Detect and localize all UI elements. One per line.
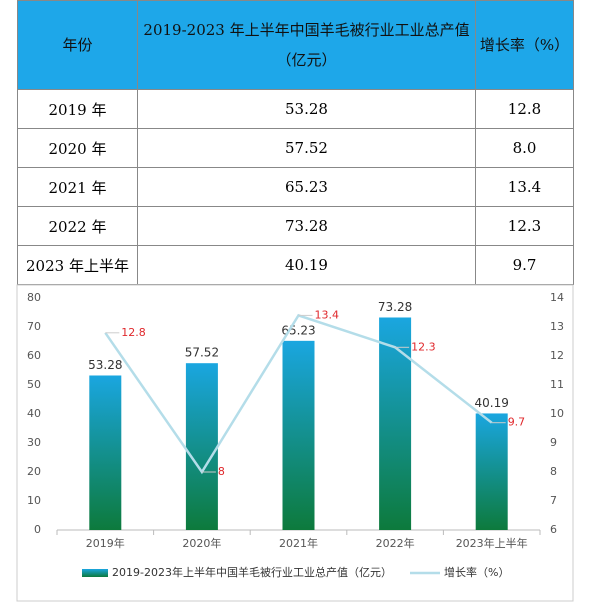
y2-tick-label: 13: [550, 320, 564, 333]
table-cell: 2020 年: [17, 128, 138, 168]
table-cell: 8.0: [475, 128, 574, 168]
bar: [379, 317, 412, 530]
line-value-label: 12.3: [411, 340, 436, 353]
x-tick-label: 2020年: [182, 536, 221, 550]
bar-value-label: 53.28: [88, 358, 122, 372]
y2-tick-label: 9: [550, 436, 557, 449]
table-cell: 13.4: [475, 167, 574, 207]
header-cell: 年份: [17, 0, 138, 90]
table-cell: 65.23: [137, 167, 476, 207]
bar: [89, 375, 122, 530]
table-cell: 57.52: [137, 128, 476, 168]
bar: [185, 363, 218, 530]
x-tick-label: 2021年: [279, 536, 318, 550]
bar-value-label: 57.52: [185, 346, 219, 360]
y2-tick-label: 12: [550, 349, 564, 362]
table-row: 2022 年 73.28 12.3: [17, 206, 574, 246]
header-cell: 增长率（%）: [475, 0, 574, 90]
legend-swatch: [82, 569, 108, 577]
table-row: 2019 年 53.28 12.8: [17, 89, 574, 129]
table-cell: 2021 年: [17, 167, 138, 207]
header-text: 2019-2023 年上半年中国羊毛被行业工业总产值: [143, 21, 470, 39]
y-tick-label: 10: [27, 494, 41, 507]
table-cell: 2019 年: [17, 89, 138, 129]
table-cell: 12.8: [475, 89, 574, 129]
y-tick-label: 60: [27, 349, 41, 362]
header-text: （亿元）: [276, 51, 337, 69]
chart: 0 10 20 30 40 50 60 70 80 6 7 8 9 10 11 12 13 14 2019年 2020…: [16, 284, 574, 602]
line-value-label: 12.8: [121, 326, 146, 339]
x-tick-label: 2023年上半年: [456, 536, 528, 550]
header-row: 年份 2019-2023 年上半年中国羊毛被行业工业总产值 （亿元） 增长率（%）: [17, 0, 574, 90]
y2-tick-label: 8: [550, 465, 557, 478]
y-tick-label: 80: [27, 291, 41, 304]
y-tick-label: 70: [27, 320, 41, 333]
table-row: 2023 年上半年 40.19 9.7: [17, 245, 574, 285]
line-value-label: 13.4: [315, 308, 340, 321]
y-tick-label: 30: [27, 436, 41, 449]
y-tick-label: 50: [27, 378, 41, 391]
line-value-label: 8: [218, 465, 225, 478]
table-row: 2020 年 57.52 8.0: [17, 128, 574, 168]
table-cell: 73.28: [137, 206, 476, 246]
table-cell: 40.19: [137, 245, 476, 285]
bar-value-label: 40.19: [475, 396, 509, 410]
x-tick-label: 2019年: [86, 536, 125, 550]
chart-frame: [16, 284, 574, 602]
line-value-label: 9.7: [508, 416, 526, 429]
y-tick-label: 0: [34, 523, 41, 536]
bar: [282, 340, 315, 530]
y-tick-label: 40: [27, 407, 41, 420]
y2-tick-label: 10: [550, 407, 564, 420]
table-cell: 2022 年: [17, 206, 138, 246]
y-tick-label: 20: [27, 465, 41, 478]
y2-tick-label: 6: [550, 523, 557, 536]
table-cell: 53.28: [137, 89, 476, 129]
data-table: 年份 2019-2023 年上半年中国羊毛被行业工业总产值 （亿元） 增长率（%）…: [17, 0, 574, 285]
table-row: 2021 年 65.23 13.4: [17, 167, 574, 207]
y2-tick-label: 14: [550, 291, 564, 304]
x-tick-label: 2022年: [376, 536, 415, 550]
table-cell: 2023 年上半年: [17, 245, 138, 285]
bar: [475, 413, 508, 530]
bar-value-label: 65.23: [281, 323, 315, 337]
y2-tick-label: 7: [550, 494, 557, 507]
header-cell: 2019-2023 年上半年中国羊毛被行业工业总产值 （亿元）: [137, 0, 476, 90]
legend-label: 增长率（%）: [444, 565, 509, 579]
bar-value-label: 73.28: [378, 300, 412, 314]
table-cell: 12.3: [475, 206, 574, 246]
y2-tick-label: 11: [550, 378, 564, 391]
table-cell: 9.7: [475, 245, 574, 285]
legend-label: 2019-2023年上半年中国羊毛被行业工业总产值（亿元）: [112, 565, 392, 579]
